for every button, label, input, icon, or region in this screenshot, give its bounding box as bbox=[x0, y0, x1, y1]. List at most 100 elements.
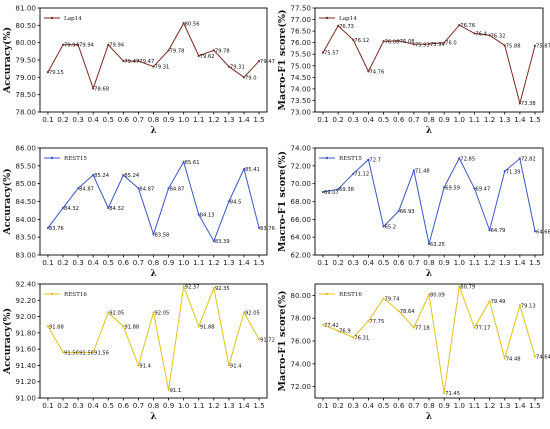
data-point bbox=[77, 351, 80, 354]
data-point bbox=[382, 225, 385, 228]
data-label: 91.72 bbox=[260, 337, 275, 343]
data-label: 78.68 bbox=[94, 86, 109, 92]
x-tick-label: 0.4 bbox=[87, 258, 99, 267]
data-label: 85.24 bbox=[94, 173, 110, 179]
y-tick-label: 78.00 bbox=[290, 314, 311, 323]
x-tick-label: 0.4 bbox=[363, 115, 375, 124]
x-tick-label: 0.2 bbox=[57, 115, 68, 124]
x-tick-label: 0.7 bbox=[408, 258, 419, 267]
x-tick-label: 1.2 bbox=[208, 401, 219, 410]
x-tick-label: 0.6 bbox=[393, 115, 405, 124]
data-label: 91.56 bbox=[79, 350, 94, 356]
y-tick-label: 72.00 bbox=[290, 382, 311, 391]
x-tick-label: 0.4 bbox=[363, 258, 375, 267]
data-label: 74.64 bbox=[536, 355, 550, 361]
data-point bbox=[533, 230, 537, 233]
data-label: 84.32 bbox=[64, 206, 79, 212]
data-point bbox=[152, 65, 155, 68]
data-point bbox=[337, 329, 340, 332]
x-tick-label: 1.0 bbox=[454, 258, 466, 267]
data-label: 69.07 bbox=[324, 190, 339, 196]
data-label: 79.94 bbox=[64, 43, 80, 49]
legend-label: REST15 bbox=[64, 156, 87, 162]
x-tick-label: 1.5 bbox=[253, 115, 264, 124]
data-point bbox=[212, 239, 215, 243]
data-point bbox=[167, 187, 170, 190]
data-label: 80.79 bbox=[460, 284, 475, 290]
data-label: 69.47 bbox=[475, 186, 490, 192]
chart-panel-4: 62.00 64.00 66.00 68.00 70.00 72.00 74.00 0.1 0.… bbox=[277, 144, 550, 280]
data-point bbox=[337, 188, 340, 191]
data-point bbox=[443, 391, 446, 394]
data-label: 76.32 bbox=[491, 33, 506, 39]
y-tick-label: 66.00 bbox=[290, 215, 311, 224]
data-label: 76.76 bbox=[460, 23, 475, 29]
data-point bbox=[427, 293, 431, 296]
x-tick-label: 1.1 bbox=[469, 115, 480, 124]
data-label: 71.48 bbox=[415, 168, 430, 174]
x-tick-label: 0.8 bbox=[423, 115, 435, 124]
x-tick-label: 0.1 bbox=[317, 258, 328, 267]
data-label: 91.88 bbox=[200, 324, 215, 330]
y-tick-label: 91.20 bbox=[15, 377, 36, 386]
data-point bbox=[458, 24, 461, 27]
x-tick-label: 0.6 bbox=[118, 115, 130, 124]
y-tick-label: 73.00 bbox=[290, 108, 311, 117]
data-label: 77.17 bbox=[475, 326, 490, 332]
data-point bbox=[61, 206, 65, 210]
data-label: 79.78 bbox=[215, 48, 230, 54]
x-tick-label: 0.7 bbox=[133, 115, 144, 124]
y-axis-label: Accuracy(%) bbox=[2, 168, 13, 235]
x-tick-label: 1.5 bbox=[529, 258, 540, 267]
data-label: 83.58 bbox=[155, 232, 170, 238]
data-point bbox=[92, 87, 95, 90]
y-axis-label: Macro-F1 score(%) bbox=[277, 291, 288, 392]
y-tick-label: 84.50 bbox=[15, 197, 36, 206]
data-point bbox=[458, 157, 461, 160]
x-tick-label: 1.4 bbox=[238, 258, 250, 267]
y-tick-label: 76.00 bbox=[290, 337, 311, 346]
data-point bbox=[242, 167, 246, 171]
data-point bbox=[321, 190, 325, 194]
data-label: 85.61 bbox=[185, 160, 200, 166]
x-tick-label: 0.3 bbox=[348, 401, 359, 410]
x-tick-label: 1.3 bbox=[223, 258, 234, 267]
legend-label: REST15 bbox=[339, 156, 362, 162]
y-tick-label: 85.50 bbox=[15, 161, 36, 170]
data-point bbox=[321, 323, 325, 326]
data-label: 84.32 bbox=[109, 206, 124, 212]
y-tick-label: 86.00 bbox=[15, 144, 36, 153]
data-point bbox=[92, 351, 95, 354]
x-tick-label: 0.3 bbox=[348, 115, 359, 124]
legend-marker bbox=[50, 16, 54, 20]
x-tick-label: 0.3 bbox=[72, 401, 83, 410]
x-tick-label: 1.4 bbox=[514, 401, 526, 410]
x-tick-label: 0.1 bbox=[42, 401, 53, 410]
y-tick-label: 75.50 bbox=[290, 50, 311, 59]
data-label: 92.05 bbox=[155, 311, 170, 317]
data-point bbox=[473, 32, 476, 35]
data-label: 91.56 bbox=[64, 350, 79, 356]
data-point bbox=[46, 325, 50, 328]
data-point bbox=[122, 174, 125, 177]
data-point bbox=[352, 38, 355, 41]
data-point bbox=[46, 71, 50, 74]
data-label: 72.7 bbox=[369, 158, 381, 164]
x-tick-label: 1.4 bbox=[238, 401, 250, 410]
data-point bbox=[107, 206, 110, 210]
data-label: 79.47 bbox=[139, 59, 154, 65]
x-tick-label: 1.2 bbox=[484, 258, 495, 267]
x-axis-label: λ bbox=[150, 126, 156, 136]
legend-marker bbox=[50, 292, 54, 296]
data-label: 64.66 bbox=[536, 229, 550, 235]
x-tick-label: 0.7 bbox=[133, 258, 144, 267]
x-tick-label: 1.4 bbox=[238, 115, 250, 124]
x-tick-label: 1.5 bbox=[253, 401, 264, 410]
data-point bbox=[167, 388, 170, 391]
data-point bbox=[352, 172, 355, 175]
x-tick-label: 1.1 bbox=[193, 401, 204, 410]
y-tick-label: 74.00 bbox=[290, 144, 311, 153]
data-label: 79.74 bbox=[385, 296, 401, 302]
x-tick-label: 0.9 bbox=[163, 115, 175, 124]
data-point bbox=[152, 311, 155, 314]
